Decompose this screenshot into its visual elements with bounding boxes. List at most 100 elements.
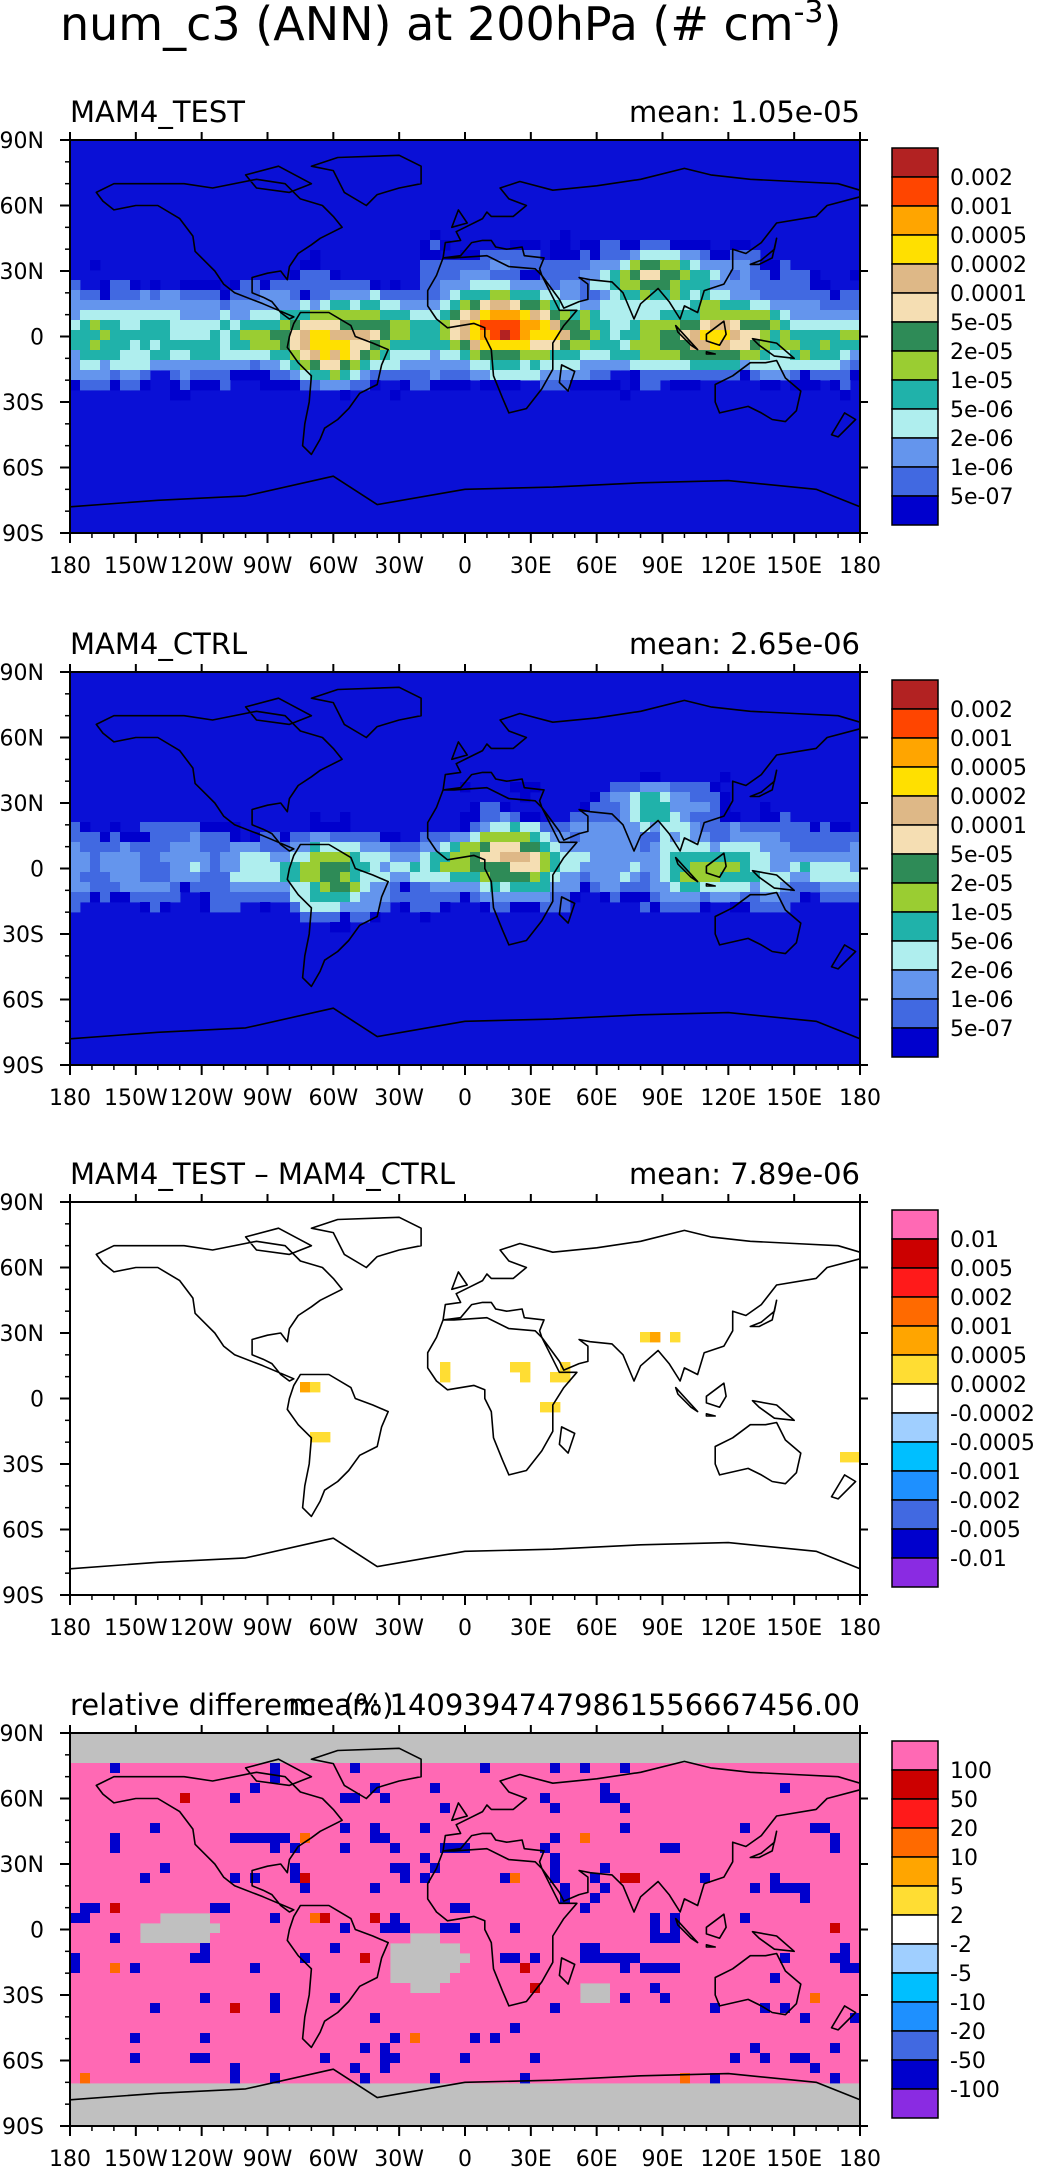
field-cell (90, 1863, 101, 1874)
field-cell (430, 270, 441, 281)
field-cell (270, 862, 281, 873)
field-cell (790, 1953, 801, 1964)
field-cell (760, 350, 771, 361)
field-cell (180, 1883, 191, 1894)
field-cell (450, 360, 461, 371)
field-cell (700, 2043, 711, 2054)
field-cell (840, 852, 851, 863)
colorbar-label: 1e-06 (950, 456, 1013, 481)
field-cell (290, 1963, 301, 1974)
field-cell (240, 1853, 251, 1864)
field-cell (730, 270, 741, 281)
field-cell (570, 1793, 581, 1804)
y-tick-label: 60S (2, 989, 44, 1014)
field-cell (520, 1883, 531, 1894)
field-cell (190, 1973, 201, 1984)
field-cell (630, 250, 641, 261)
field-cell (690, 822, 701, 833)
field-cell (130, 2073, 141, 2084)
field-cell (740, 1813, 751, 1824)
field-cell (810, 360, 821, 371)
field-cell (660, 1763, 671, 1774)
field-cell (160, 1863, 171, 1874)
field-cell (780, 320, 791, 331)
field-cell (400, 2073, 411, 2084)
field-cell (340, 1803, 351, 1814)
colorbar-label: 0.01 (950, 1228, 999, 1253)
field-cell (770, 2003, 781, 2014)
field-cell (310, 862, 321, 873)
field-cell (540, 2043, 551, 2054)
field-cell (680, 380, 691, 391)
field-cell (250, 330, 261, 341)
field-cell (70, 380, 81, 391)
field-cell (770, 1803, 781, 1814)
field-cell (150, 1843, 161, 1854)
field-cell (130, 1773, 141, 1784)
field-cell (480, 1993, 491, 2004)
field-cell (80, 1923, 91, 1934)
field-cell (420, 2033, 431, 2044)
field-cell (560, 260, 571, 271)
field-cell (310, 330, 321, 341)
field-cell (850, 1803, 861, 1814)
field-cell (180, 360, 191, 371)
field-cell (440, 2033, 451, 2044)
field-cell (770, 280, 781, 291)
colorbar-label: 2e-06 (950, 959, 1013, 984)
field-cell (260, 1993, 271, 2004)
field-cell (290, 842, 301, 853)
field-cell (470, 250, 481, 261)
field-cell (420, 1863, 431, 1874)
field-cell (480, 852, 491, 863)
field-cell (230, 2003, 241, 2014)
field-cell (700, 872, 711, 883)
field-cell (480, 2053, 491, 2064)
field-cell (530, 240, 541, 251)
field-cell (70, 902, 81, 913)
field-cell (850, 2053, 861, 2064)
field-cell (310, 2073, 321, 2084)
field-cell (550, 1923, 561, 1934)
field-cell (700, 822, 711, 833)
field-cell (680, 852, 691, 863)
field-cell (480, 1853, 491, 1864)
field-cell (110, 1833, 121, 1844)
field-cell (710, 1943, 721, 1954)
field-cell (190, 822, 201, 833)
field-cell (710, 280, 721, 291)
field-cell (630, 340, 641, 351)
field-cell (780, 2033, 791, 2044)
field-cell (640, 792, 651, 803)
field-cell (490, 2023, 501, 2034)
field-cell (120, 1883, 131, 1894)
field-cell (310, 380, 321, 391)
field-cell (850, 1883, 861, 1894)
field-cell (840, 1853, 851, 1864)
field-cell (370, 1883, 381, 1894)
field-cell (290, 300, 301, 311)
field-cell (520, 300, 531, 311)
field-cell (580, 1823, 591, 1834)
field-cell (130, 1803, 141, 1814)
field-cell (660, 350, 671, 361)
field-cell (660, 2073, 671, 2084)
colorbar-box (891, 379, 939, 410)
field-cell (460, 290, 471, 301)
field-cell (420, 902, 431, 913)
field-cell (650, 792, 661, 803)
field-cell (630, 782, 641, 793)
field-cell (310, 340, 321, 351)
field-cell (260, 1873, 271, 1884)
field-cell (150, 2043, 161, 2054)
field-cell (380, 1953, 391, 1964)
field-cell (300, 350, 311, 361)
field-cell (830, 1913, 841, 1924)
field-cell (210, 872, 221, 883)
field-cell (770, 310, 781, 321)
field-cell (440, 380, 451, 391)
field-cell (540, 882, 551, 893)
field-cell (430, 882, 441, 893)
field-cell (170, 1823, 181, 1834)
field-cell (550, 1953, 561, 1964)
